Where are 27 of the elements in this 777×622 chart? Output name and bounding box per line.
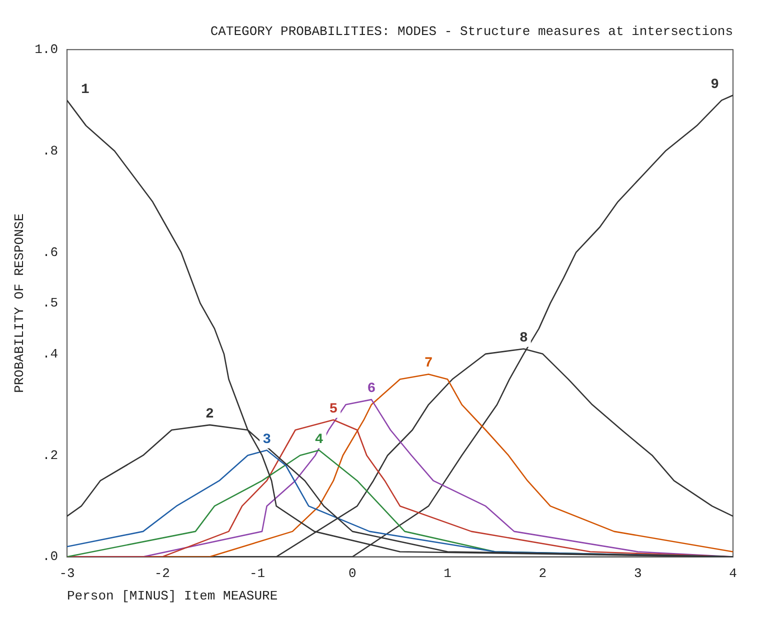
series-label: 5	[329, 401, 338, 418]
series-label: 8	[519, 330, 528, 346]
series-label: 6	[367, 381, 376, 398]
chart-title: CATEGORY PROBABILITIES: MODES - Structure measures at intersections	[210, 24, 733, 40]
y-tick-label: .4	[42, 346, 58, 362]
x-tick-label: -1	[249, 566, 266, 582]
x-tick-label: 1	[444, 566, 452, 582]
y-tick-label: .5	[42, 296, 58, 311]
series-label: 7	[424, 356, 433, 372]
x-tick-label: 2	[538, 566, 547, 582]
x-tick-label: 0	[348, 566, 356, 582]
y-tick-label: .0	[42, 549, 58, 564]
series-label: 4	[314, 432, 324, 448]
x-tick-label: 4	[729, 566, 738, 582]
y-axis-title: PROBABILITY OF RESPONSE	[12, 213, 28, 393]
x-tick-label: -2	[154, 566, 170, 582]
series-label: 9	[710, 76, 719, 93]
y-tick-label: .6	[42, 244, 58, 260]
y-tick-label: .8	[42, 143, 58, 158]
series-label: 1	[81, 82, 90, 98]
series-label: 2	[206, 406, 214, 422]
y-tick-label: .2	[42, 448, 58, 463]
y-tick-label: 1.0	[34, 42, 58, 58]
x-tick-label: -3	[59, 566, 75, 582]
x-axis-title: Person [MINUS] Item MEASURE	[67, 588, 278, 604]
x-tick-label: 3	[634, 566, 642, 582]
series-label: 3	[262, 432, 272, 448]
